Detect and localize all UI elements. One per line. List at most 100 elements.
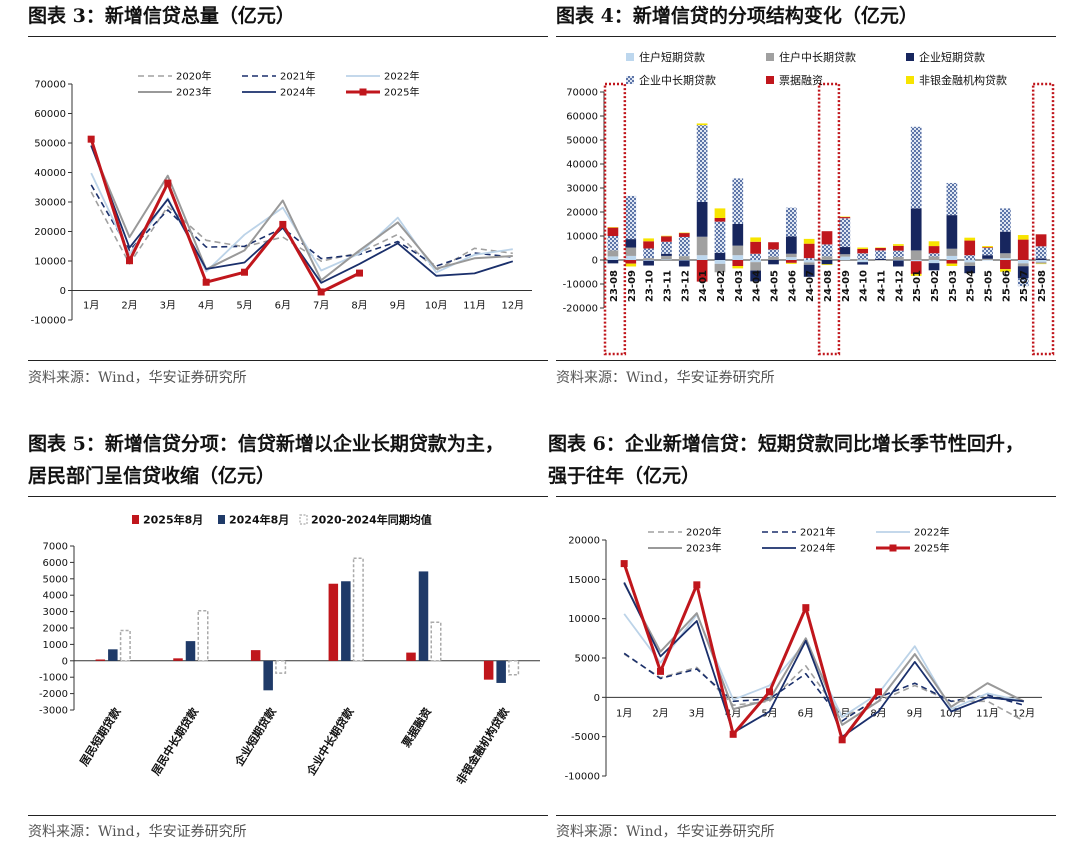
chart5-bar-企业短期贷款-1 [263, 660, 273, 691]
chart4-bar-23-12-3 [678, 236, 690, 257]
chart4-bar-25-05-5 [982, 246, 993, 248]
chart4-x-label-23: 25-07 [1019, 270, 1030, 302]
chart6-y-tick-label-6: 20000 [568, 536, 600, 547]
chart4-bar-24-06-0 [785, 257, 797, 260]
chart6-legend-label-3: 2023年 [686, 542, 721, 555]
chart5-title-line2: 居民部门呈信贷收缩（亿元） [28, 465, 276, 487]
chart4-x-label-15: 24-11 [877, 270, 888, 302]
chart6-title-line1: 图表 6：企业新增信贷：短期贷款同比增长季节性回升， [548, 433, 1024, 455]
chart5-bar-居民中长期贷款-2 [197, 610, 209, 662]
chart4-bar-24-02-5 [714, 208, 726, 218]
chart3-x-label-4: 5月 [236, 300, 252, 312]
chart4-bar-25-03-2 [946, 215, 958, 249]
chart4-bar-25-04-2 [964, 266, 976, 274]
chart3-x-label-2: 3月 [160, 300, 176, 312]
chart4-bar-25-04-0 [964, 260, 976, 263]
chart4-bar-24-02-1 [714, 263, 726, 273]
chart4-bar-25-01-4 [910, 261, 922, 274]
chart5-legend-swatch-1 [218, 515, 225, 524]
chart4-bar-24-05-4 [768, 242, 779, 250]
chart4-x-label-24: 25-08 [1037, 270, 1048, 302]
chart6-point-2025年-2 [693, 581, 701, 589]
chart4-bar-23-08-3 [607, 236, 619, 251]
chart4-x-label-2: 23-10 [645, 270, 656, 302]
chart4-bar-24-01-5 [696, 123, 708, 126]
chart4-bar-24-11-2 [875, 258, 886, 260]
chart4-bar-23-08-5 [607, 227, 619, 228]
chart4-legend-swatch-5 [906, 76, 914, 84]
chart4-bar-24-10-5 [857, 247, 869, 249]
chart5-y-tick-label-6: 3000 [43, 607, 68, 618]
chart4-bar-24-01-2 [696, 201, 708, 237]
chart6-y-tick-label-4: 10000 [568, 614, 600, 625]
chart5-bar-票据融资-1 [418, 571, 429, 661]
chart4-x-label-0: 23-08 [609, 270, 620, 302]
chart5-grouped-bar-chart: -3000 -2000 -1000 0 1000 2000 3000 4000 5000 6000… [39, 513, 540, 787]
chart4-bar-24-09-0 [839, 256, 851, 260]
chart4-legend-label-2: 企业短期贷款 [919, 50, 985, 64]
chart6-y-tick-label-5: 15000 [568, 575, 600, 586]
chart4-bar-23-10-1 [643, 258, 654, 260]
chart6-point-2025年-5 [802, 604, 810, 612]
chart4-bar-25-05-0 [982, 260, 993, 261]
chart5-bar-居民短期贷款-0 [95, 659, 106, 661]
chart6-title-line2: 强于往年（亿元） [548, 465, 701, 487]
chart4-bar-24-12-0 [893, 260, 904, 261]
chart4-bar-24-11-1 [875, 260, 886, 261]
chart3-y-tick-label-6: 50000 [34, 139, 66, 150]
chart4-bar-25-07-0 [1017, 260, 1029, 264]
chart4-bar-23-10-0 [643, 260, 654, 261]
chart4-bar-24-04-4 [750, 241, 761, 254]
chart3-legend-marker-5 [359, 88, 367, 96]
chart4-bar-24-02-0 [714, 260, 726, 264]
chart4-highlight-2 [1031, 82, 1055, 356]
chart5-bottom-rule [28, 815, 548, 816]
chart4-bar-24-04-5 [750, 237, 761, 242]
chart3-x-label-5: 6月 [275, 300, 291, 312]
chart6-legend-marker-5 [889, 544, 897, 552]
chart4-bar-25-02-1 [928, 256, 940, 260]
chart6-legend-label-5: 2025年 [914, 542, 949, 555]
chart4-bar-23-09-4 [625, 260, 637, 264]
chart3-x-label-3: 4月 [198, 300, 214, 312]
chart4-bar-23-11-1 [661, 255, 672, 260]
chart4-bar-25-01-3 [910, 126, 922, 209]
chart4-bar-24-05-3 [768, 249, 779, 257]
chart5-title-rule [28, 496, 548, 497]
chart6-x-label-8: 9月 [907, 707, 923, 719]
chart4-bar-24-03-5 [732, 266, 744, 269]
chart5-y-tick-label-1: -2000 [39, 689, 68, 700]
chart4-bar-24-12-2 [893, 260, 904, 267]
chart4-bar-24-11-4 [875, 248, 886, 251]
chart4-y-tick-label-5: 30000 [566, 184, 598, 195]
chart5-x-label-4: 票据融资 [399, 705, 434, 750]
chart4-bar-25-08-4 [1035, 234, 1047, 247]
chart6-legend-label-4: 2024年 [800, 542, 835, 555]
chart4-y-tick-label-8: 60000 [566, 112, 598, 123]
chart4-bar-23-10-5 [643, 238, 654, 242]
chart4-bar-24-07-1 [803, 262, 815, 265]
chart3-bottom-rule [28, 360, 548, 361]
chart4-bar-25-02-2 [928, 263, 940, 271]
chart4-legend-label-5: 非银金融机构贷款 [919, 73, 1007, 87]
chart4-bar-24-10-2 [857, 262, 869, 265]
chart6-x-label-9: 10月 [940, 707, 963, 719]
chart4-x-label-8: 24-04 [752, 270, 763, 302]
chart5-legend-label-2: 2020-2024年同期均值 [311, 513, 432, 527]
chart4-bar-24-07-2 [803, 264, 815, 277]
chart5-y-tick-label-10: 7000 [43, 542, 68, 553]
chart4-bar-24-11-3 [875, 250, 886, 259]
chart4-bar-23-09-3 [625, 195, 637, 240]
chart4-legend-swatch-4 [766, 76, 774, 84]
chart4-bar-24-01-4 [696, 260, 708, 282]
chart5-bar-企业中长期贷款-2 [352, 557, 364, 662]
chart4-bar-24-02-4 [714, 218, 726, 222]
chart3-point-2025年-1 [126, 257, 133, 265]
chart4-bar-24-08-1 [821, 256, 833, 260]
chart4-bar-23-12-4 [678, 232, 690, 237]
chart3-y-tick-label-4: 30000 [34, 198, 66, 209]
chart3-y-tick-label-2: 10000 [34, 257, 66, 268]
chart4-bar-23-09-0 [625, 255, 637, 260]
chart5-x-label-5: 非银金融机构贷款 [453, 704, 512, 787]
chart4-bar-25-01-5 [910, 273, 922, 276]
